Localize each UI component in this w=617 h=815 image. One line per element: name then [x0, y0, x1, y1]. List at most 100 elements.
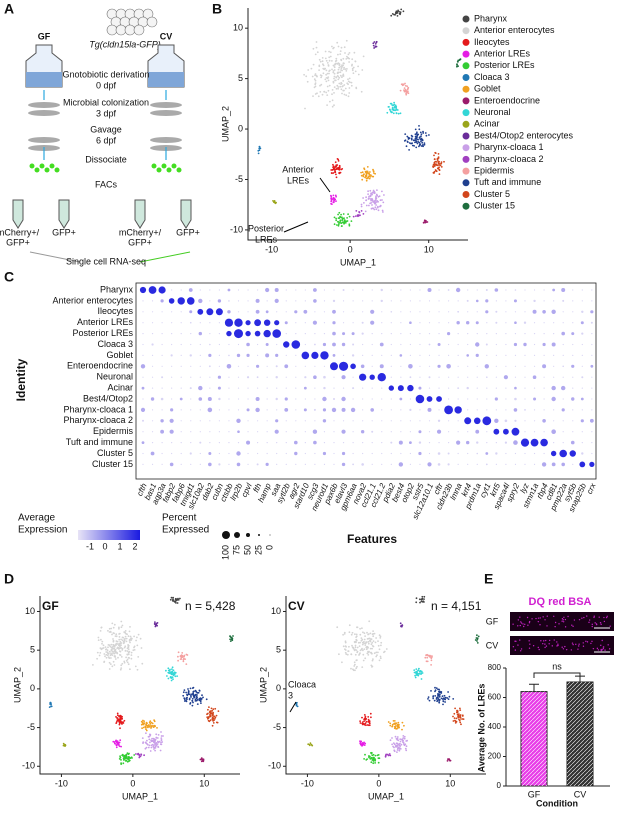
dot	[400, 420, 402, 422]
dot	[284, 321, 288, 325]
dot	[505, 409, 507, 411]
umap-point	[137, 656, 140, 658]
dot	[228, 442, 230, 444]
dot	[295, 289, 297, 291]
umap-point	[411, 144, 414, 147]
dot	[381, 442, 383, 444]
speck	[598, 616, 600, 618]
speck	[564, 618, 567, 621]
speck	[561, 618, 564, 620]
umap-point	[167, 671, 170, 674]
umap-point	[385, 753, 388, 756]
dot	[495, 365, 497, 367]
identity-label: Anterior enterocytes	[52, 295, 133, 305]
umap-point	[396, 724, 399, 726]
umap-point	[334, 79, 337, 82]
dot	[514, 289, 517, 291]
speck	[519, 650, 522, 652]
dot	[494, 418, 499, 423]
umap-point	[186, 694, 189, 697]
dot	[180, 463, 182, 465]
dot	[485, 343, 488, 346]
speck	[553, 639, 555, 641]
dot	[180, 289, 182, 291]
umap-point	[231, 639, 234, 642]
umap-point	[329, 51, 332, 54]
umap-point	[420, 673, 422, 675]
umap-point	[397, 9, 399, 12]
umap-point	[111, 665, 114, 668]
umap-point	[356, 626, 359, 629]
umap-point	[337, 78, 340, 81]
size-key	[246, 533, 250, 537]
speck	[543, 640, 545, 642]
dot	[142, 300, 144, 302]
umap-point	[149, 741, 151, 744]
umap-point	[337, 72, 339, 74]
umap-point	[316, 51, 319, 54]
dot	[418, 451, 422, 456]
speck	[591, 623, 593, 626]
umap-point	[408, 149, 410, 151]
umap-point	[363, 632, 366, 635]
umap-point	[338, 82, 341, 85]
umap-point	[347, 80, 350, 83]
speck	[588, 619, 591, 621]
umap-point	[370, 643, 373, 646]
dot	[142, 376, 144, 378]
umap-point	[399, 11, 402, 14]
dot	[418, 386, 422, 390]
umap-point	[410, 137, 413, 140]
dot	[486, 322, 488, 324]
umap-point	[351, 644, 353, 647]
umap-point	[157, 734, 160, 736]
dot	[257, 442, 259, 444]
umap-point	[323, 90, 325, 93]
dot	[448, 376, 450, 378]
umap-point	[369, 712, 372, 715]
dot	[218, 289, 220, 291]
dot	[247, 365, 249, 367]
umap-point	[357, 65, 359, 68]
umap-point	[118, 627, 120, 630]
dot	[362, 300, 364, 302]
output-label: Single cell RNA-seq	[66, 256, 146, 266]
dot	[330, 362, 338, 371]
dot	[342, 420, 345, 422]
speck	[581, 617, 583, 619]
legend-swatch	[462, 120, 470, 128]
dot	[400, 431, 402, 433]
umap-point	[185, 691, 188, 694]
umap-point	[120, 667, 123, 669]
umap-point	[214, 707, 217, 710]
umap-point	[103, 653, 106, 655]
dot	[246, 376, 250, 379]
umap-point	[126, 653, 129, 656]
umap-point	[365, 196, 367, 199]
dot	[572, 300, 574, 302]
legend-swatch	[462, 132, 470, 140]
dot	[161, 322, 163, 324]
umap-point	[404, 82, 406, 85]
dot	[524, 409, 526, 411]
umap-point	[351, 58, 354, 61]
dot	[381, 387, 383, 389]
umap-point	[343, 46, 346, 49]
umap-point	[117, 719, 120, 722]
umap-point	[362, 175, 365, 178]
umap-point	[125, 656, 127, 659]
dot	[457, 387, 460, 389]
umap-point	[395, 745, 398, 748]
size-tick-label: 0	[264, 545, 274, 550]
y-tick-label: 0	[238, 123, 243, 133]
dot	[352, 376, 354, 378]
umap-point	[124, 631, 126, 634]
umap-point	[367, 716, 370, 718]
umap-point	[126, 661, 129, 664]
umap-point	[171, 673, 173, 676]
legend-swatch	[462, 27, 470, 35]
dot	[419, 289, 421, 291]
sort-label: mCherry+/	[0, 227, 40, 237]
dot	[447, 289, 450, 291]
umap-point	[231, 637, 234, 639]
